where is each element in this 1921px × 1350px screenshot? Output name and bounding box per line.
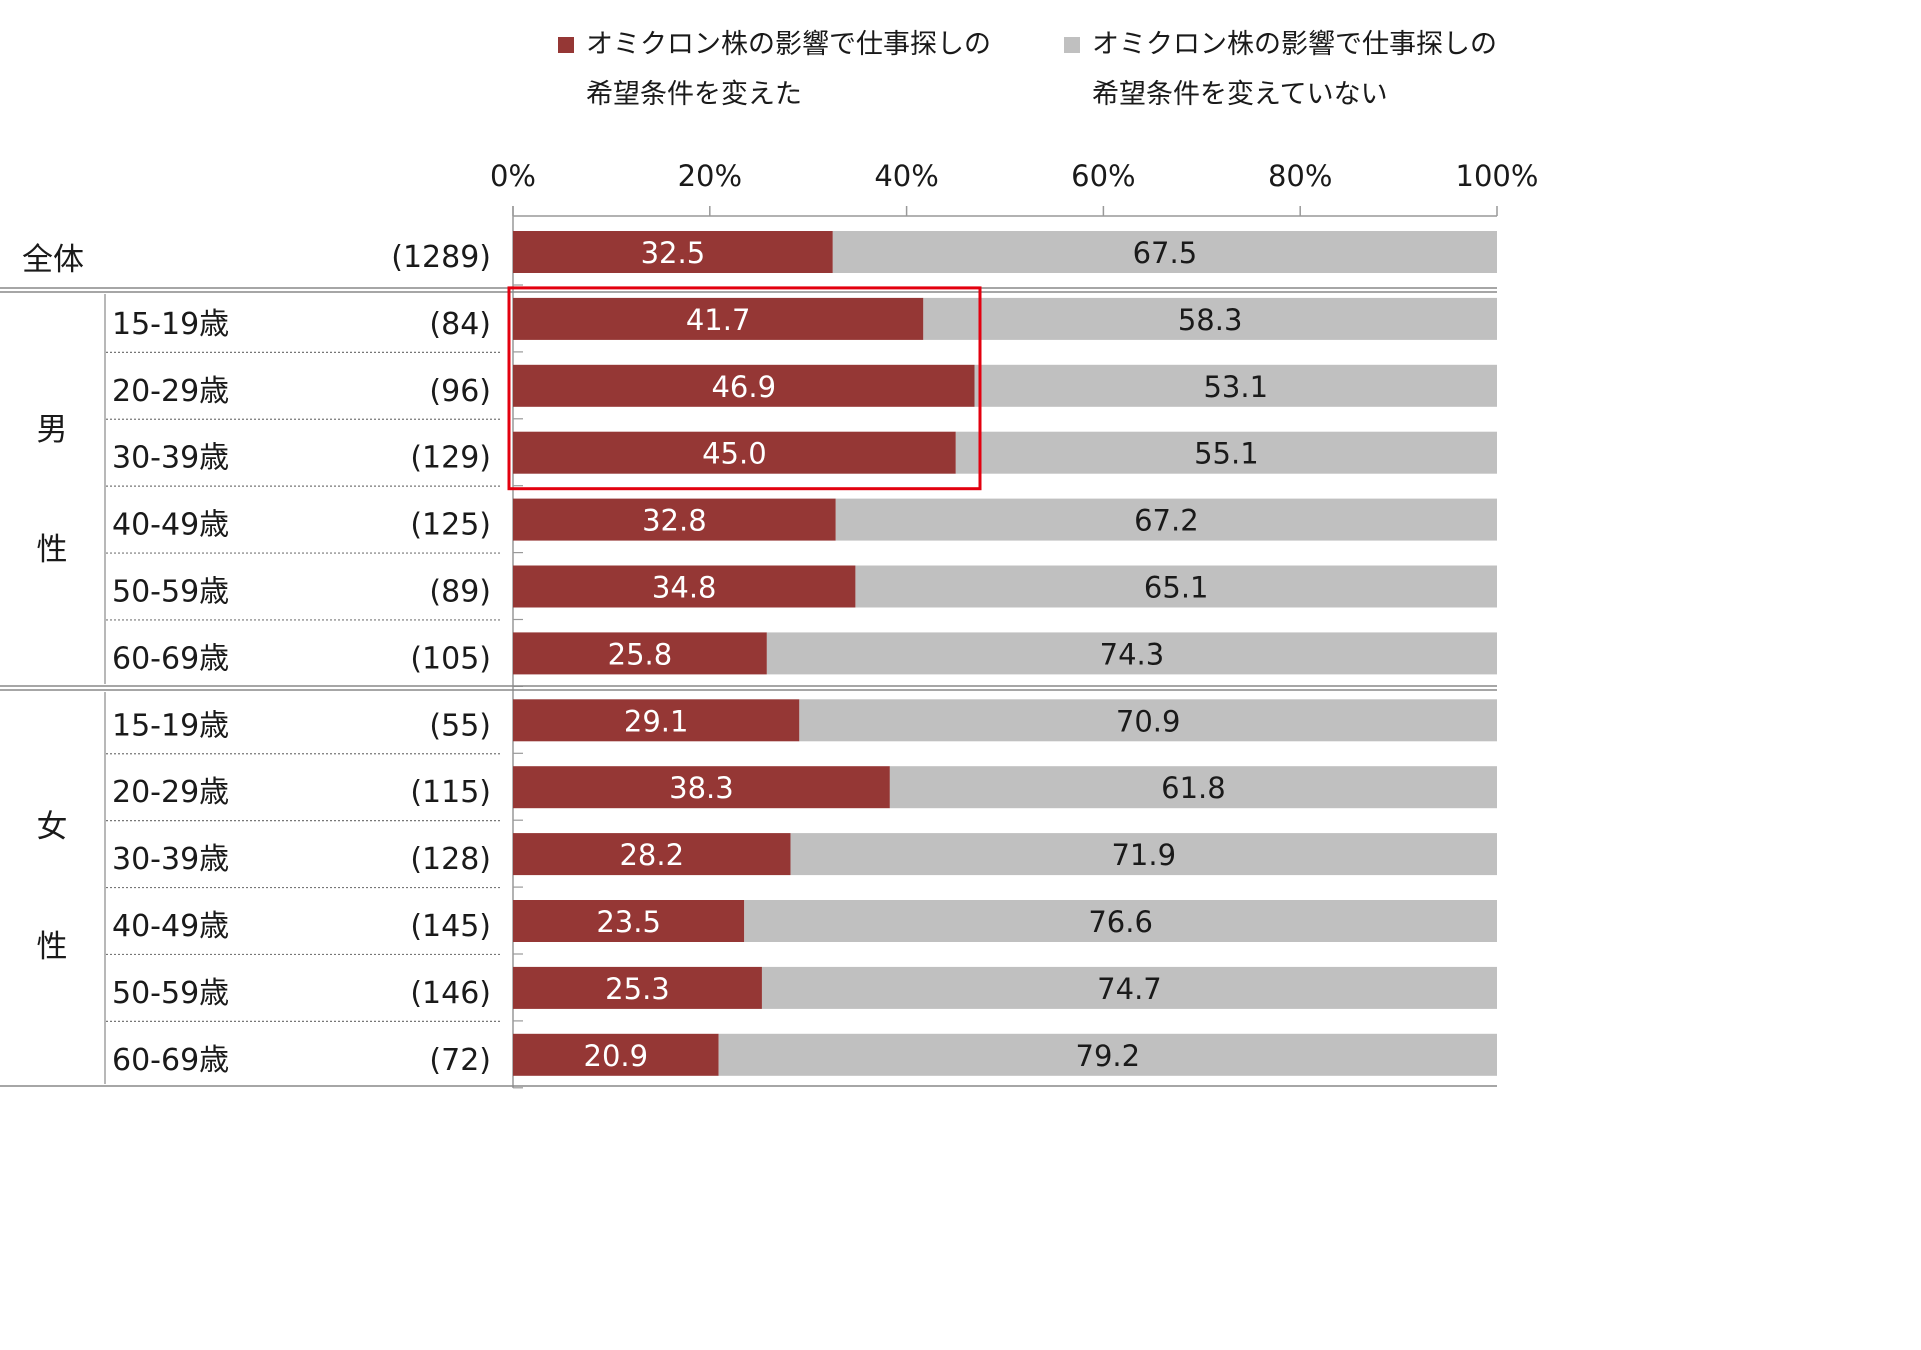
- group-label-female-1: 女: [37, 809, 68, 845]
- data-label-not-changed: 53.1: [1203, 370, 1268, 404]
- data-label-not-changed: 61.8: [1161, 771, 1226, 805]
- data-label-not-changed: 70.9: [1116, 704, 1181, 738]
- data-label-changed: 41.7: [686, 303, 751, 337]
- bar-not-changed: [799, 699, 1497, 742]
- bar-changed: [513, 966, 762, 1009]
- row-label-age: 20-29歳: [112, 775, 229, 810]
- data-label-changed: 32.8: [642, 504, 707, 538]
- bar-not-changed: [744, 900, 1497, 942]
- bar-changed: [513, 1033, 719, 1076]
- bar-not-changed: [766, 632, 1497, 675]
- row-label-age: 15-19歳: [112, 708, 229, 743]
- bar-not-changed: [790, 833, 1497, 876]
- row-label-n: (146): [410, 976, 491, 1011]
- group-label-male-1: 男: [37, 412, 68, 448]
- bar-not-changed: [889, 766, 1497, 809]
- row-label-n: (55): [429, 708, 491, 743]
- bar-changed: [513, 699, 800, 742]
- highlight-box: [507, 286, 982, 491]
- data-label-not-changed: 67.2: [1134, 504, 1199, 538]
- data-label-not-changed: 65.1: [1144, 571, 1209, 605]
- bar-changed: [513, 632, 767, 675]
- x-tick-label: 80%: [1268, 159, 1332, 193]
- row-label-age: 60-69歳: [112, 641, 229, 676]
- data-label-changed: 29.1: [624, 704, 689, 738]
- data-label-not-changed: 67.5: [1133, 236, 1198, 270]
- bar-not-changed: [974, 364, 1497, 407]
- x-tick-label: 0%: [490, 159, 536, 193]
- bar-changed: [513, 565, 856, 608]
- row-label-age: 20-29歳: [112, 374, 229, 409]
- legend-swatch-changed: [558, 37, 574, 53]
- data-label-changed: 38.3: [669, 771, 734, 805]
- row-label-age: 50-59歳: [112, 575, 229, 610]
- data-label-changed: 28.2: [619, 838, 684, 872]
- data-label-changed: 23.5: [596, 905, 661, 939]
- group-label-male-2: 性: [37, 532, 68, 568]
- row-label-age: 40-49歳: [112, 508, 229, 543]
- bar-not-changed: [835, 498, 1497, 541]
- bar-not-changed: [761, 966, 1497, 1009]
- data-label-changed: 20.9: [584, 1039, 649, 1073]
- data-label-changed: 34.8: [652, 571, 717, 605]
- data-label-changed: 25.3: [605, 972, 670, 1006]
- row-label-age: 40-49歳: [112, 909, 229, 944]
- legend-label-not-changed-line1: オミクロン株の影響で仕事探しの: [1092, 29, 1497, 60]
- row-label-n: (72): [429, 1043, 491, 1078]
- legend-label-not-changed-line2: 希望条件を変えていない: [1092, 79, 1388, 110]
- bar-not-changed: [955, 431, 1497, 474]
- row-label-n: (115): [410, 775, 491, 810]
- data-label-not-changed: 79.2: [1076, 1039, 1141, 1073]
- data-label-not-changed: 58.3: [1178, 303, 1243, 337]
- bar-changed: [513, 231, 833, 273]
- bar-not-changed: [923, 297, 1497, 340]
- bar-not-changed: [718, 1033, 1497, 1076]
- data-label-not-changed: 74.3: [1100, 637, 1165, 671]
- row-label-n: (129): [410, 441, 491, 476]
- x-tick-label: 60%: [1071, 159, 1135, 193]
- legend-item-not-changed: オミクロン株の影響で仕事探しの 希望条件を変えていない: [1064, 20, 1497, 120]
- row-label-age: 30-39歳: [112, 441, 229, 476]
- row-label-n: (125): [410, 508, 491, 543]
- row-label-n: (105): [410, 641, 491, 676]
- bar-changed: [513, 900, 745, 942]
- row-label-n: (84): [429, 307, 491, 342]
- data-label-changed: 46.9: [711, 370, 776, 404]
- data-label-not-changed: 55.1: [1194, 437, 1259, 471]
- x-tick-label: 40%: [874, 159, 938, 193]
- legend-label-changed-line2: 希望条件を変えた: [586, 79, 802, 110]
- bar-changed: [513, 364, 975, 407]
- data-label-changed: 45.0: [702, 437, 767, 471]
- row-label-n: (128): [410, 842, 491, 877]
- data-label-not-changed: 76.6: [1088, 905, 1153, 939]
- row-label-n: (96): [429, 374, 491, 409]
- row-label-n: (145): [410, 909, 491, 944]
- data-label-changed: 25.8: [608, 637, 673, 671]
- bar-not-changed: [832, 231, 1497, 273]
- row-label-total: 全体: [22, 242, 84, 278]
- x-tick-label: 100%: [1456, 159, 1539, 193]
- bar-changed: [513, 297, 924, 340]
- row-label-age: 30-39歳: [112, 842, 229, 877]
- legend-item-changed: オミクロン株の影響で仕事探しの 希望条件を変えた: [558, 20, 991, 120]
- bar-changed: [513, 833, 791, 876]
- bar-changed: [513, 766, 890, 809]
- stacked-bar-chart: 0% 20% 40% 60% 80% 100% 32.5 67.5 全体 (1289) 41.7 58…: [0, 159, 1539, 1089]
- legend-swatch-not-changed: [1064, 37, 1080, 53]
- row-label-age: 15-19歳: [112, 307, 229, 342]
- data-label-not-changed: 71.9: [1111, 838, 1176, 872]
- group-label-female-2: 性: [37, 929, 68, 965]
- x-tick-label: 20%: [678, 159, 742, 193]
- row-label-age: 60-69歳: [112, 1043, 229, 1078]
- row-label-n: (1289): [391, 240, 491, 275]
- legend-label-changed-line1: オミクロン株の影響で仕事探しの: [586, 29, 991, 60]
- row-label-n: (89): [429, 575, 491, 610]
- data-label-changed: 32.5: [641, 236, 706, 270]
- bar-not-changed: [855, 565, 1497, 608]
- row-label-age: 50-59歳: [112, 976, 229, 1011]
- data-label-not-changed: 74.7: [1097, 972, 1162, 1006]
- bar-changed: [513, 498, 836, 541]
- bar-changed: [513, 431, 956, 474]
